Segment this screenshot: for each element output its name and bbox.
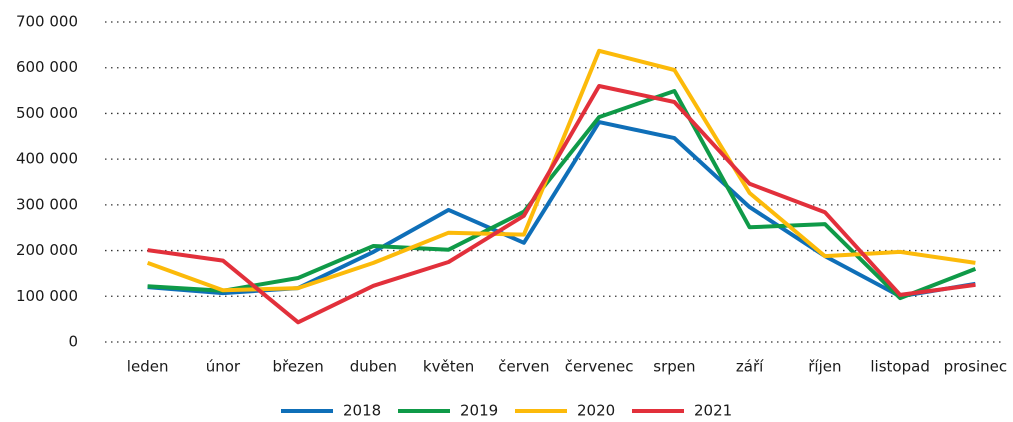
y-tick-label: 300 000: [16, 195, 78, 213]
legend-label: 2019: [460, 402, 498, 420]
x-tick-label: duben: [350, 358, 397, 376]
x-tick-label: prosinec: [944, 358, 1008, 376]
x-tick-label: červenec: [565, 358, 634, 376]
x-tick-label: září: [736, 358, 764, 376]
y-tick-label: 100 000: [16, 287, 78, 305]
y-tick-label: 600 000: [16, 58, 78, 76]
x-tick-label: srpen: [653, 358, 695, 376]
x-tick-label: listopad: [870, 358, 929, 376]
y-tick-label: 200 000: [16, 241, 78, 259]
legend-label: 2018: [343, 402, 381, 420]
series-line: [147, 89, 977, 301]
y-tick-label: 500 000: [16, 104, 78, 122]
x-tick-label: leden: [127, 358, 169, 376]
x-tick-label: říjen: [808, 358, 841, 376]
x-tick-label: březen: [273, 358, 324, 376]
y-tick-label: 0: [68, 333, 78, 351]
x-tick-label: květen: [423, 358, 474, 376]
y-tick-label: 700 000: [16, 13, 78, 31]
series-line: [146, 48, 976, 293]
series-line: [147, 84, 976, 325]
x-tick-label: červen: [498, 358, 549, 376]
y-tick-label: 400 000: [16, 150, 78, 168]
x-tick-label: únor: [206, 358, 241, 376]
legend-label: 2021: [694, 402, 732, 420]
legend-label: 2020: [577, 402, 615, 420]
